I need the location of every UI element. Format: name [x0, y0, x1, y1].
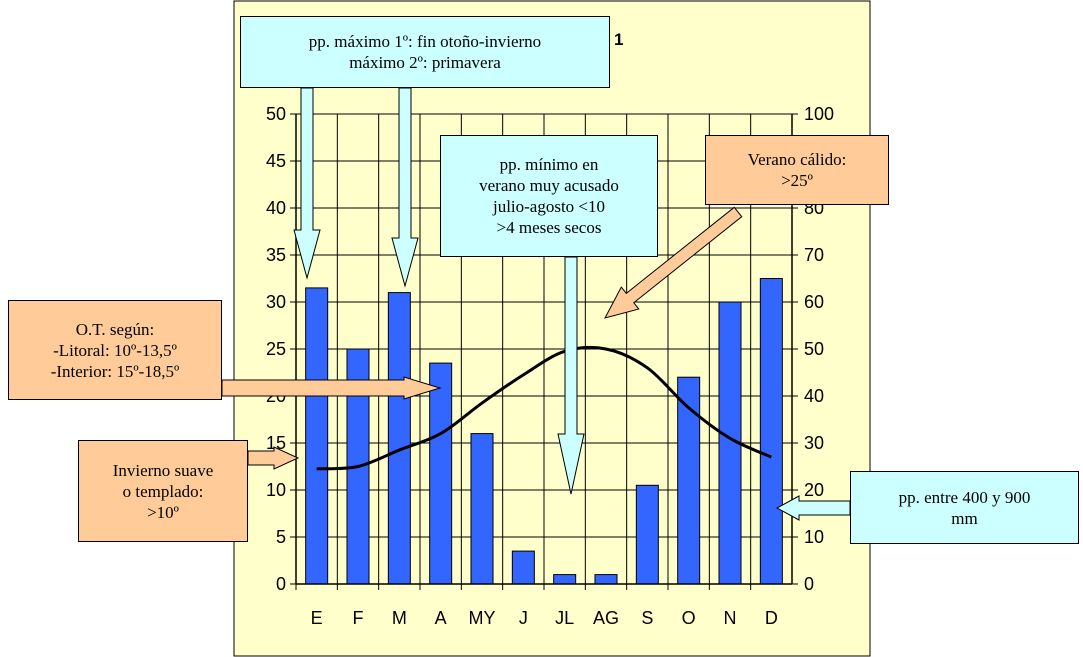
x-tick-label: JL — [555, 608, 574, 628]
temperature-series-line — [316, 345, 772, 471]
y-left-tick-label: 30 — [266, 292, 286, 312]
precipitation-bar — [594, 574, 618, 585]
y-left-tick-label: 10 — [266, 480, 286, 500]
y-right-tick-label: 0 — [804, 574, 814, 594]
y-right-tick-label: 60 — [804, 292, 824, 312]
precipitation-bar — [553, 574, 577, 585]
annotation-line: -Interior: 15º-18,5º — [50, 361, 180, 381]
precipitation-bar — [429, 362, 453, 585]
x-tick-label: E — [311, 608, 323, 628]
annotation-line: verano muy acusado — [479, 176, 619, 195]
axes: 0510152025303540455001020304050607080901… — [266, 104, 834, 628]
annotation-line: >4 meses secos — [496, 218, 602, 237]
precipitation-bar — [511, 550, 535, 585]
y-right-tick-label: 50 — [804, 339, 824, 359]
y-left-tick-label: 0 — [276, 574, 286, 594]
annotation-line: máximo 2º: primavera — [349, 53, 501, 72]
annotation-line: pp. entre 400 y 900 — [898, 487, 1031, 507]
y-right-tick-label: 100 — [804, 104, 834, 124]
precipitation-bar — [470, 433, 494, 585]
annotation-min-precipitation: pp. mínimo en verano muy acusado julio-a… — [440, 135, 658, 257]
annotation-line: o templado: — [122, 481, 204, 501]
y-left-tick-label: 40 — [266, 198, 286, 218]
annotation-line: julio-agosto <10 — [492, 197, 606, 216]
arrow-to-thermal-oscillation — [221, 376, 442, 400]
y-right-tick-label: 10 — [804, 527, 824, 547]
annotation-line: pp. máximo 1º: fin otoño-invierno — [308, 32, 542, 51]
x-tick-label: D — [765, 608, 778, 628]
annotation-line: >10º — [147, 502, 179, 522]
x-tick-label: A — [435, 608, 447, 628]
annotation-max-precipitation: pp. máximo 1º: fin otoño-invierno máximo… — [240, 16, 610, 88]
x-tick-label: MY — [469, 608, 496, 628]
y-left-tick-label: 15 — [266, 433, 286, 453]
annotation-winter: Invierno suave o templado: >10º — [78, 440, 248, 542]
annotation-line: mm — [951, 508, 978, 528]
precipitation-bar — [759, 278, 783, 585]
temperature-line — [316, 345, 772, 471]
annotation-arrows — [221, 87, 851, 521]
y-right-tick-label: 40 — [804, 386, 824, 406]
y-left-tick-label: 25 — [266, 339, 286, 359]
arrow-to-precipitation-axis — [775, 495, 851, 521]
precipitation-bar — [305, 287, 329, 585]
y-left-tick-label: 35 — [266, 245, 286, 265]
x-tick-label: AG — [593, 608, 619, 628]
annotation-line: Invierno suave — [112, 460, 214, 480]
annotation-line: >25º — [781, 171, 813, 190]
x-tick-label: M — [392, 608, 407, 628]
y-left-tick-label: 50 — [266, 104, 286, 124]
x-tick-label: F — [353, 608, 364, 628]
x-tick-label: O — [682, 608, 696, 628]
figure-number: 1 — [614, 30, 624, 49]
x-tick-label: N — [724, 608, 737, 628]
x-tick-label: J — [519, 608, 528, 628]
arrow-to-winter — [247, 446, 300, 470]
arrow-to-summer-peak — [604, 206, 743, 319]
annotation-line: pp. mínimo en — [499, 155, 599, 174]
y-left-tick-label: 45 — [266, 151, 286, 171]
annotation-precipitation-range: pp. entre 400 y 900 mm — [850, 471, 1079, 544]
arrow-to-july — [557, 256, 585, 495]
y-right-tick-label: 30 — [804, 433, 824, 453]
annotation-line: -Litoral: 10º-13,5º — [53, 340, 177, 360]
annotation-thermal-oscillation: O.T. según: -Litoral: 10º-13,5º -Interio… — [8, 300, 222, 400]
annotation-summer: Verano cálido: >25º — [705, 135, 889, 205]
arrow-to-march — [391, 87, 419, 288]
y-right-tick-label: 20 — [804, 480, 824, 500]
y-left-tick-label: 5 — [276, 527, 286, 547]
precipitation-bar — [387, 292, 411, 585]
annotation-line: Verano cálido: — [747, 150, 847, 169]
annotation-line: O.T. según: — [75, 319, 155, 339]
x-tick-label: S — [641, 608, 653, 628]
arrow-to-january — [293, 87, 321, 280]
precipitation-bar — [635, 484, 659, 585]
y-right-tick-label: 70 — [804, 245, 824, 265]
